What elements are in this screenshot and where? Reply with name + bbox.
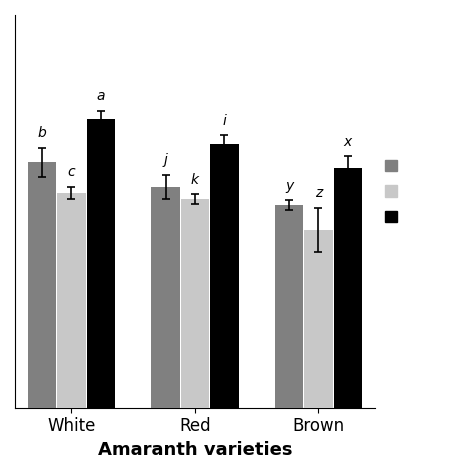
Text: a: a <box>97 90 105 103</box>
Text: x: x <box>344 135 352 149</box>
Bar <box>28 162 56 474</box>
Bar <box>275 205 303 474</box>
Text: b: b <box>37 126 46 140</box>
X-axis label: Amaranth varieties: Amaranth varieties <box>98 441 292 459</box>
Bar <box>152 187 180 474</box>
Bar <box>304 230 333 474</box>
Text: k: k <box>191 173 199 187</box>
Bar <box>87 119 115 474</box>
Bar <box>181 199 209 474</box>
Text: c: c <box>68 165 75 180</box>
Text: y: y <box>285 179 293 193</box>
Text: j: j <box>164 153 167 167</box>
Text: i: i <box>222 114 226 128</box>
Bar <box>334 168 362 474</box>
Legend: , , : , , <box>385 160 397 224</box>
Text: z: z <box>315 186 322 201</box>
Bar <box>57 193 86 474</box>
Bar <box>210 144 238 474</box>
